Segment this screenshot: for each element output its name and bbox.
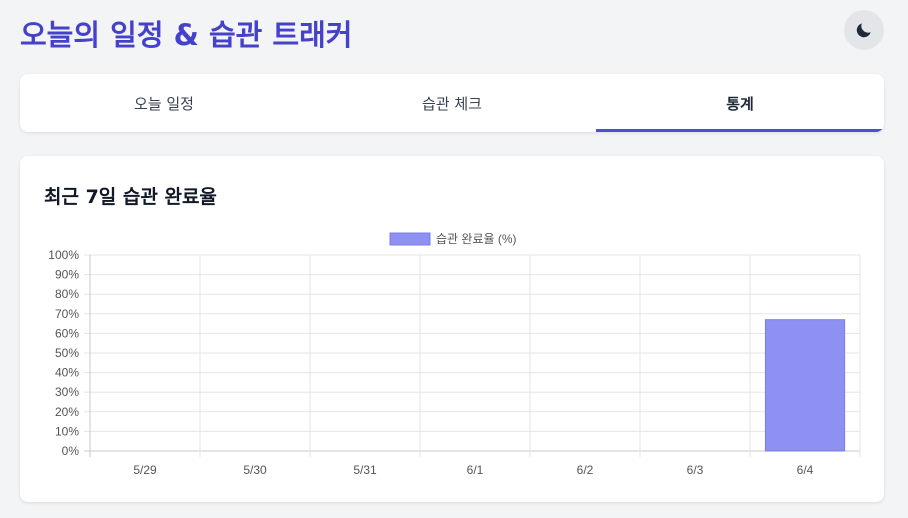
tab-label: 습관 체크: [422, 94, 482, 113]
x-tick-label: 6/3: [687, 463, 704, 477]
tab-habit-check[interactable]: 습관 체크: [308, 74, 596, 132]
x-tick-label: 6/2: [577, 463, 594, 477]
y-tick-label: 80%: [55, 287, 79, 301]
y-tick-label: 50%: [55, 346, 79, 360]
y-tick-label: 10%: [55, 424, 79, 438]
y-tick-label: 60%: [55, 326, 79, 340]
y-tick-label: 0%: [62, 444, 80, 458]
tab-label: 통계: [726, 94, 754, 113]
y-tick-label: 100%: [48, 248, 79, 262]
tab-today-schedule[interactable]: 오늘 일정: [20, 74, 308, 132]
theme-toggle-button[interactable]: [844, 10, 884, 50]
habit-completion-chart: 0% 10% 20% 30% 40% 50% 60% 70% 80% 90% 100% 5/29 5/3…: [48, 232, 861, 477]
tab-bar: 오늘 일정 습관 체크 통계: [20, 74, 884, 132]
app-title: 오늘의 일정 & 습관 트래커: [20, 18, 353, 52]
legend-swatch: [389, 232, 431, 246]
moon-icon: [856, 23, 871, 38]
stats-title: 최근 7일 습관 완료율: [44, 186, 217, 208]
legend-label: 습관 완료율 (%): [436, 232, 517, 246]
x-tick-label: 5/29: [133, 463, 157, 477]
x-tick-label: 6/4: [797, 463, 814, 477]
x-tick-label: 5/31: [353, 463, 377, 477]
stats-card: 최근 7일 습관 완료율 0% 10% 20% 30% 40% 50% 60% 70% 80% 9…: [20, 156, 884, 502]
tab-statistics[interactable]: 통계: [596, 74, 884, 132]
tab-label: 오늘 일정: [134, 94, 194, 113]
y-tick-label: 20%: [55, 405, 79, 419]
bar: [764, 319, 846, 452]
x-tick-label: 6/1: [467, 463, 484, 477]
x-tick-label: 5/30: [243, 463, 267, 477]
y-tick-label: 30%: [55, 385, 79, 399]
y-tick-label: 40%: [55, 366, 79, 380]
y-tick-label: 90%: [55, 268, 79, 282]
y-tick-label: 70%: [55, 307, 79, 321]
